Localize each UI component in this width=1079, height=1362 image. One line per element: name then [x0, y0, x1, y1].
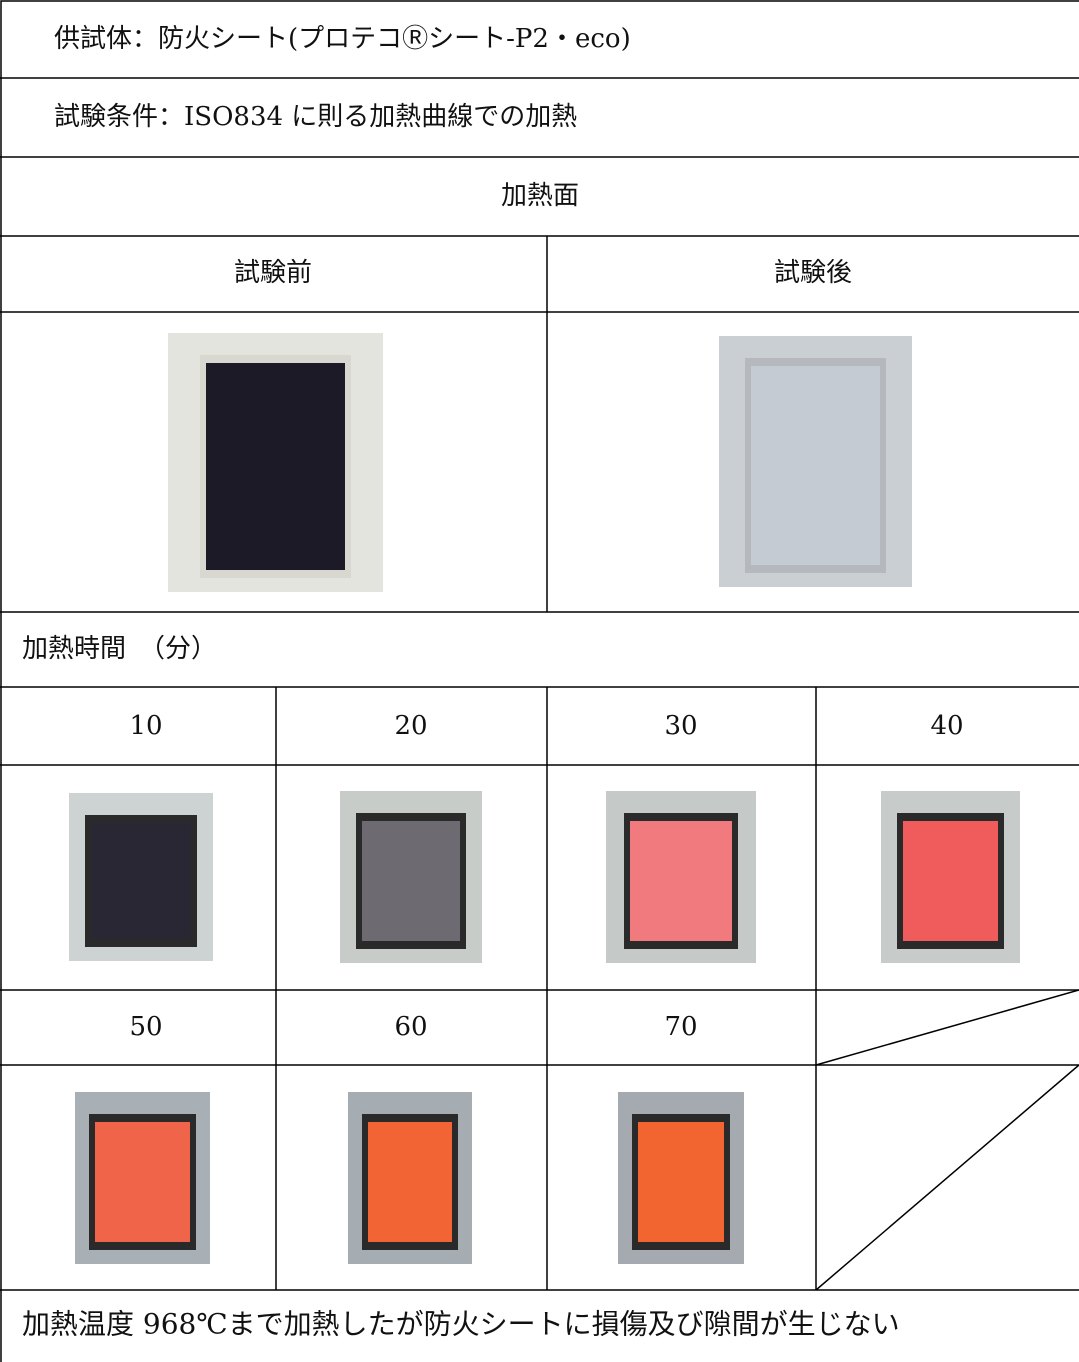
time-value: 60: [394, 1012, 427, 1042]
photo: [348, 1092, 472, 1264]
photo: [340, 791, 482, 963]
diagonal: [815, 989, 1079, 1066]
time-value: 50: [129, 1012, 162, 1042]
photo-sheet: [630, 821, 732, 941]
photo-sheet: [91, 823, 191, 939]
photo-sheet: [751, 366, 880, 565]
photo: [69, 793, 213, 961]
photo: [75, 1092, 210, 1264]
time-value: 10: [129, 711, 162, 741]
time-value: 20: [394, 711, 427, 741]
photo-sheet: [95, 1122, 190, 1242]
photo: [168, 333, 383, 592]
photo-sheet: [206, 363, 345, 570]
photo-sheet: [903, 821, 998, 941]
photo: [881, 791, 1020, 963]
time-value: 30: [664, 711, 697, 741]
time-label: 加熱時間 （分）: [22, 634, 217, 664]
specimen: 供試体：防火シート(プロテコⓇシート-P2・eco): [54, 24, 631, 54]
photo-sheet: [362, 821, 460, 941]
after-label: 試験後: [774, 258, 852, 288]
result: 加熱温度 968℃まで加熱したが防火シートに損傷及び隙間が生じない: [22, 1308, 900, 1341]
photo: [606, 791, 756, 963]
time-value: 70: [664, 1012, 697, 1042]
heated-face: 加熱面: [501, 181, 579, 211]
photo-sheet: [368, 1122, 452, 1242]
before-label: 試験前: [234, 258, 312, 288]
diagonal: [815, 1064, 1079, 1291]
condition: 試験条件：ISO834 に則る加熱曲線での加熱: [54, 102, 577, 132]
time-value: 40: [930, 711, 963, 741]
photo-sheet: [638, 1122, 724, 1242]
photo: [719, 336, 912, 587]
photo: [618, 1092, 744, 1264]
